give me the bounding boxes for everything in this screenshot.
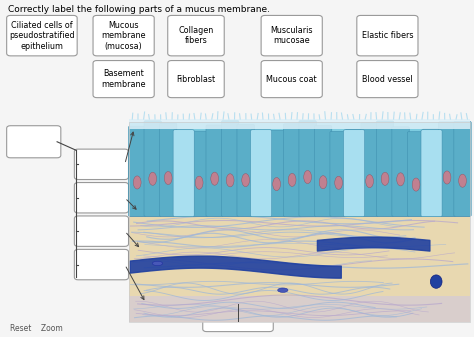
FancyBboxPatch shape <box>74 249 128 280</box>
Text: Collagen
fibers: Collagen fibers <box>178 26 214 45</box>
FancyBboxPatch shape <box>175 130 192 216</box>
Text: Muscularis
mucosae: Muscularis mucosae <box>271 26 313 45</box>
FancyBboxPatch shape <box>357 16 418 56</box>
Ellipse shape <box>164 172 172 185</box>
FancyBboxPatch shape <box>261 16 322 56</box>
FancyBboxPatch shape <box>361 123 378 216</box>
Ellipse shape <box>319 176 327 189</box>
FancyBboxPatch shape <box>74 183 128 213</box>
FancyBboxPatch shape <box>93 61 154 98</box>
FancyBboxPatch shape <box>454 122 471 216</box>
FancyBboxPatch shape <box>376 121 394 216</box>
Ellipse shape <box>412 178 420 191</box>
Text: Mucous
membrane
(mucosa): Mucous membrane (mucosa) <box>101 21 146 51</box>
Bar <box>129 122 470 215</box>
Ellipse shape <box>273 178 281 191</box>
FancyBboxPatch shape <box>168 61 224 98</box>
Bar <box>129 296 470 322</box>
Ellipse shape <box>226 174 234 187</box>
Text: Fibroblast: Fibroblast <box>176 74 216 84</box>
Ellipse shape <box>195 176 203 189</box>
FancyBboxPatch shape <box>206 125 223 216</box>
FancyBboxPatch shape <box>261 61 322 98</box>
Text: Blood vessel: Blood vessel <box>362 74 413 84</box>
Bar <box>129 215 470 322</box>
FancyBboxPatch shape <box>268 130 285 216</box>
FancyBboxPatch shape <box>173 130 194 217</box>
FancyBboxPatch shape <box>392 127 409 216</box>
Ellipse shape <box>304 171 311 184</box>
Text: Basement
membrane: Basement membrane <box>101 69 146 89</box>
FancyBboxPatch shape <box>7 16 77 56</box>
FancyBboxPatch shape <box>168 16 224 56</box>
Text: Ciliated cells of
pseudostratified
epithelium: Ciliated cells of pseudostratified epith… <box>9 21 75 51</box>
Ellipse shape <box>152 261 163 266</box>
Ellipse shape <box>133 176 141 189</box>
FancyBboxPatch shape <box>421 130 442 217</box>
FancyBboxPatch shape <box>203 301 273 332</box>
Ellipse shape <box>288 173 296 186</box>
FancyBboxPatch shape <box>253 131 270 216</box>
FancyBboxPatch shape <box>346 130 363 216</box>
FancyBboxPatch shape <box>251 130 272 217</box>
FancyBboxPatch shape <box>423 128 440 216</box>
Ellipse shape <box>149 172 156 185</box>
Ellipse shape <box>430 275 442 288</box>
Ellipse shape <box>180 177 188 190</box>
Ellipse shape <box>381 172 389 185</box>
FancyBboxPatch shape <box>357 61 418 98</box>
Ellipse shape <box>257 174 265 187</box>
Ellipse shape <box>397 173 404 186</box>
FancyBboxPatch shape <box>221 121 239 216</box>
FancyBboxPatch shape <box>438 122 456 216</box>
Ellipse shape <box>443 171 451 184</box>
Text: Reset    Zoom: Reset Zoom <box>10 324 63 333</box>
Ellipse shape <box>278 288 288 292</box>
Text: Elastic fibers: Elastic fibers <box>362 31 413 40</box>
FancyBboxPatch shape <box>299 121 316 216</box>
FancyBboxPatch shape <box>144 121 161 216</box>
FancyBboxPatch shape <box>7 126 61 158</box>
FancyBboxPatch shape <box>74 216 128 246</box>
FancyBboxPatch shape <box>237 124 255 216</box>
Ellipse shape <box>350 174 358 187</box>
FancyBboxPatch shape <box>407 132 425 216</box>
Bar <box>129 213 470 217</box>
FancyBboxPatch shape <box>93 16 154 56</box>
Text: Mucous coat: Mucous coat <box>266 74 317 84</box>
Bar <box>129 122 470 322</box>
Ellipse shape <box>242 174 249 187</box>
Text: Correctly label the following parts of a mucus membrane.: Correctly label the following parts of a… <box>8 5 270 14</box>
FancyBboxPatch shape <box>74 149 128 180</box>
FancyBboxPatch shape <box>191 131 208 216</box>
FancyBboxPatch shape <box>314 126 332 216</box>
FancyBboxPatch shape <box>160 123 177 216</box>
Bar <box>129 119 470 129</box>
Ellipse shape <box>211 172 219 185</box>
Ellipse shape <box>335 176 343 189</box>
FancyBboxPatch shape <box>344 130 365 217</box>
FancyBboxPatch shape <box>128 126 146 216</box>
Ellipse shape <box>366 175 374 188</box>
Ellipse shape <box>459 174 466 187</box>
Ellipse shape <box>428 175 436 188</box>
FancyBboxPatch shape <box>283 124 301 216</box>
FancyBboxPatch shape <box>330 131 347 216</box>
